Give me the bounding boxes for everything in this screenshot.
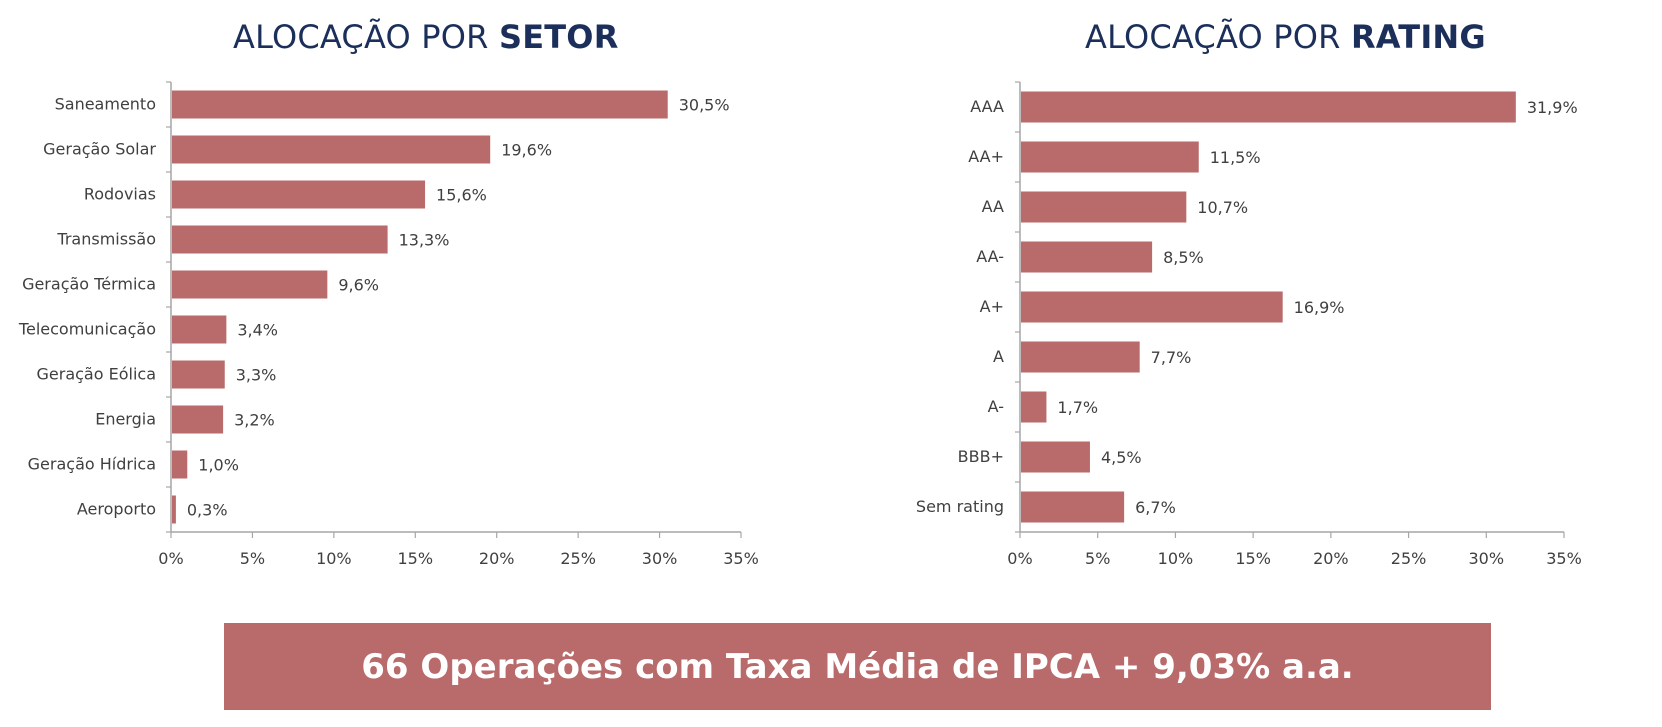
bar bbox=[1021, 341, 1140, 373]
category-label: Geração Hídrica bbox=[28, 455, 156, 474]
bar bbox=[172, 225, 388, 254]
data-label: 19,6% bbox=[501, 141, 552, 160]
title-light-text: ALOCAÇÃO POR bbox=[233, 18, 499, 56]
category-label: AA- bbox=[976, 247, 1004, 266]
x-tick-label: 5% bbox=[240, 549, 265, 568]
category-label: AA bbox=[982, 197, 1004, 216]
data-label: 3,3% bbox=[236, 366, 277, 385]
category-label: AAA bbox=[970, 97, 1004, 116]
bar bbox=[172, 450, 188, 479]
bar bbox=[172, 135, 491, 164]
bar bbox=[1021, 91, 1516, 123]
category-label: AA+ bbox=[968, 147, 1004, 166]
x-tick-label: 25% bbox=[560, 549, 596, 568]
category-label: Transmissão bbox=[56, 230, 156, 249]
bar bbox=[172, 495, 176, 524]
summary-banner-text: 66 Operações com Taxa Média de IPCA + 9,… bbox=[361, 646, 1354, 687]
summary-banner: 66 Operações com Taxa Média de IPCA + 9,… bbox=[224, 623, 1491, 710]
data-label: 8,5% bbox=[1163, 248, 1204, 267]
chart-rating: 0% 5% 10% 15% 20% 25% 30% 35%AAA 31,9%AA+ 11,5%AA… bbox=[916, 81, 1582, 568]
bar bbox=[172, 360, 225, 389]
x-tick-label: 20% bbox=[479, 549, 515, 568]
data-label: 10,7% bbox=[1197, 198, 1248, 217]
data-label: 31,9% bbox=[1527, 98, 1578, 117]
x-tick-label: 30% bbox=[642, 549, 678, 568]
category-label: A- bbox=[988, 397, 1004, 416]
chart-title-rating: ALOCAÇÃO POR RATING bbox=[1085, 18, 1486, 56]
chart-setor: 0% 5% 10% 15% 20% 25% 30% 35% Saneamento 30,5% Ger… bbox=[18, 81, 759, 568]
data-label: 9,6% bbox=[338, 276, 379, 295]
data-label: 13,3% bbox=[399, 231, 450, 250]
data-label: 30,5% bbox=[679, 96, 730, 115]
x-tick-label: 20% bbox=[1313, 549, 1349, 568]
x-tick-label: 0% bbox=[1007, 549, 1032, 568]
category-label: Telecomunicação bbox=[18, 320, 156, 339]
data-label: 16,9% bbox=[1294, 298, 1345, 317]
data-label: 1,0% bbox=[198, 456, 239, 475]
category-label: Saneamento bbox=[55, 95, 156, 114]
category-label: Geração Eólica bbox=[37, 365, 157, 384]
chart-title-setor: ALOCAÇÃO POR SETOR bbox=[233, 18, 619, 56]
x-tick-label: 10% bbox=[1158, 549, 1194, 568]
category-label: A+ bbox=[980, 297, 1004, 316]
x-tick-label: 35% bbox=[723, 549, 759, 568]
data-label: 3,2% bbox=[234, 411, 275, 430]
bar bbox=[1021, 141, 1199, 173]
category-label: A bbox=[993, 347, 1004, 366]
category-label: Sem rating bbox=[916, 497, 1004, 516]
category-label: Geração Térmica bbox=[22, 275, 156, 294]
title-light-text: ALOCAÇÃO POR bbox=[1085, 18, 1351, 56]
x-tick-label: 25% bbox=[1391, 549, 1427, 568]
data-label: 15,6% bbox=[436, 186, 487, 205]
category-label: Rodovias bbox=[84, 185, 156, 204]
allocation-charts: 0% 5% 10% 15% 20% 25% 30% 35% Saneamento 30,5% Ger… bbox=[18, 81, 1582, 568]
x-tick-label: 30% bbox=[1469, 549, 1505, 568]
title-bold-text: RATING bbox=[1350, 18, 1486, 56]
title-bold-text: SETOR bbox=[498, 18, 619, 56]
data-label: 11,5% bbox=[1210, 148, 1261, 167]
data-label: 0,3% bbox=[187, 501, 228, 520]
data-label: 4,5% bbox=[1101, 448, 1142, 467]
bar bbox=[1021, 391, 1047, 423]
x-tick-label: 5% bbox=[1085, 549, 1110, 568]
bar bbox=[172, 270, 328, 299]
data-label: 7,7% bbox=[1151, 348, 1192, 367]
category-label: Energia bbox=[95, 410, 156, 429]
x-tick-label: 0% bbox=[158, 549, 183, 568]
bar bbox=[1021, 441, 1090, 473]
x-tick-label: 15% bbox=[398, 549, 434, 568]
bar bbox=[172, 405, 224, 434]
x-tick-label: 35% bbox=[1546, 549, 1582, 568]
data-label: 3,4% bbox=[237, 321, 278, 340]
data-label: 1,7% bbox=[1057, 398, 1098, 417]
x-tick-label: 15% bbox=[1235, 549, 1271, 568]
x-tick-label: 10% bbox=[316, 549, 352, 568]
bar bbox=[172, 315, 227, 344]
category-label: BBB+ bbox=[958, 447, 1004, 466]
bar bbox=[172, 90, 668, 119]
bar bbox=[1021, 191, 1187, 223]
bar bbox=[1021, 491, 1125, 523]
bar bbox=[172, 180, 426, 209]
data-label: 6,7% bbox=[1135, 498, 1176, 517]
category-label: Aeroporto bbox=[77, 500, 156, 519]
bar bbox=[1021, 291, 1283, 323]
category-label: Geração Solar bbox=[43, 140, 156, 159]
bar bbox=[1021, 241, 1153, 273]
